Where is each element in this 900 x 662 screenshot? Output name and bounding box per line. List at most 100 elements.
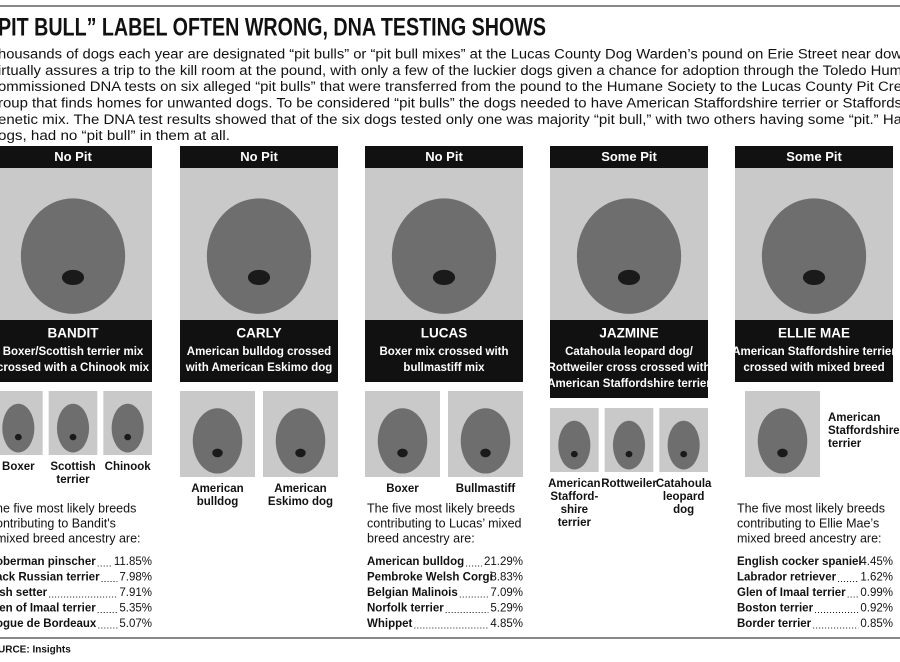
breed-label: American — [191, 483, 243, 495]
ancestry-breed: American bulldog — [367, 556, 464, 568]
breed-label: Rottweiler — [601, 478, 657, 490]
breed-photo-nose — [680, 450, 688, 458]
ancestry-percent: 1.62% — [860, 572, 893, 584]
breed-photo-shape — [377, 408, 428, 474]
dog-description: bullmastiff mix — [403, 362, 485, 374]
ancestry-intro: contributing to Lucas’ mixed — [367, 516, 522, 530]
breed-photo-nose — [212, 448, 223, 458]
ancestry-intro: breed ancestry are: — [367, 531, 475, 545]
dog-description: American Staffordshire terrier — [732, 346, 896, 358]
dog-name: ELLIE MAE — [778, 326, 850, 341]
ancestry-breed: Boston terrier — [737, 603, 814, 615]
ancestry-percent: 5.29% — [490, 603, 523, 615]
ancestry-breed: ack Russian terrier — [0, 572, 100, 584]
status-bar — [550, 146, 708, 168]
breed-label: American — [548, 478, 600, 490]
dog-description: Rottweiler cross crossed with — [548, 362, 711, 374]
ancestry-percent: 0.99% — [860, 587, 893, 599]
ancestry-percent: 4.45% — [860, 556, 893, 568]
intro-line: ogs, had no “pit bull” in them at all. — [0, 128, 230, 143]
intro-line: enetic mix. The DNA test results showed … — [0, 112, 900, 127]
breed-photo-shape — [111, 403, 144, 453]
dog-name: JAZMINE — [599, 326, 658, 341]
dog-name: LUCAS — [421, 326, 468, 341]
ancestry-percent: 7.09% — [490, 587, 523, 599]
breed-label: terrier — [828, 438, 862, 450]
dog-photo-shape — [391, 198, 497, 314]
breed-label: American — [828, 412, 880, 424]
ancestry-breed: Labrador retriever — [737, 572, 837, 584]
breed-label: dog — [673, 504, 694, 516]
ancestry-intro: The five most likely breeds — [737, 501, 885, 515]
ancestry-percent: 0.85% — [860, 618, 893, 630]
ancestry-breed: len of Imaal terrier — [0, 603, 96, 615]
breed-label: Eskimo dog — [268, 496, 333, 508]
breed-label: Chinook — [105, 461, 152, 473]
dog-description: Boxer/Scottish terrier mix — [3, 346, 144, 358]
breed-photo-shape — [56, 403, 90, 453]
ancestry-percent: 8.83% — [490, 572, 523, 584]
status-label: Some Pit — [601, 149, 657, 164]
ancestry-percent: 7.98% — [119, 572, 152, 584]
breed-photo-shape — [192, 408, 243, 474]
name-bar — [735, 320, 893, 382]
status-label: No Pit — [425, 149, 463, 164]
breed-photo-shape — [757, 408, 808, 474]
ancestry-breed: Glen of Imaal terrier — [737, 587, 846, 599]
dog-description: crossed with a Chinook mix — [0, 362, 150, 374]
status-label: No Pit — [240, 149, 278, 164]
ancestry-intro: ontributing to Bandit's — [0, 516, 116, 530]
ancestry-percent: 21.29% — [484, 556, 523, 568]
intro-line: housands of dogs each year are designate… — [0, 47, 900, 62]
ancestry-intro: contributing to Ellie Mae’s — [737, 516, 879, 530]
breed-photo-shape — [558, 420, 591, 470]
dog-photo-nose — [432, 269, 456, 286]
breed-photo-shape — [612, 420, 646, 470]
intro-line: ommissioned DNA tests on six alleged “pi… — [0, 79, 900, 94]
dog-photo-shape — [576, 198, 682, 314]
breed-photo-nose — [480, 448, 491, 458]
dog-description: American Staffordshire terrier — [547, 378, 711, 390]
ancestry-breed: English cocker spaniel — [737, 556, 862, 568]
dog-photo-shape — [761, 198, 867, 314]
breed-label: Scottish — [50, 461, 95, 473]
breed-photo-shape — [460, 408, 511, 474]
breed-photo-nose — [14, 433, 22, 441]
ancestry-percent: 0.92% — [860, 603, 893, 615]
breed-photo-shape — [2, 403, 35, 453]
dog-description: crossed with mixed breed — [743, 362, 884, 374]
breed-label: Boxer — [386, 483, 419, 495]
dog-photo-nose — [802, 269, 826, 286]
status-bar — [180, 146, 338, 168]
ancestry-breed: Border terrier — [737, 618, 812, 630]
ancestry-percent: 4.85% — [490, 618, 523, 630]
ancestry-breed: Belgian Malinois — [367, 587, 458, 599]
ancestry-breed: Pembroke Welsh Corgi — [367, 572, 493, 584]
ancestry-percent: 5.07% — [119, 618, 152, 630]
breed-label: bulldog — [197, 496, 239, 508]
breed-photo-shape — [667, 420, 700, 470]
intro-line: irtually assures a trip to the kill room… — [0, 63, 900, 78]
dog-name: CARLY — [236, 326, 281, 341]
ancestry-percent: 5.35% — [119, 603, 152, 615]
breed-label: Stafford- — [550, 491, 598, 503]
breed-photo-shape — [275, 408, 326, 474]
status-label: Some Pit — [786, 149, 842, 164]
ancestry-intro: mixed breed ancestry are: — [0, 531, 141, 545]
dog-photo-shape — [20, 198, 126, 314]
ancestry-intro: The five most likely breeds — [367, 501, 515, 515]
ancestry-breed: ogue de Bordeaux — [0, 618, 97, 630]
ancestry-percent: 11.85% — [114, 556, 152, 568]
status-label: No Pit — [54, 149, 92, 164]
dog-description: Catahoula leopard dog/ — [565, 346, 694, 358]
source: URCE: Insights — [0, 645, 71, 656]
ancestry-breed: ish setter — [0, 587, 48, 599]
headline: PIT BULL” LABEL OFTEN WRONG, DNA TESTING… — [0, 14, 546, 42]
dog-description: with American Eskimo dog — [185, 362, 333, 374]
ancestry-intro: mixed breed ancestry are: — [737, 531, 882, 545]
ancestry-intro: he five most likely breeds — [0, 501, 136, 515]
breed-label: American — [274, 483, 326, 495]
name-bar — [550, 320, 708, 398]
